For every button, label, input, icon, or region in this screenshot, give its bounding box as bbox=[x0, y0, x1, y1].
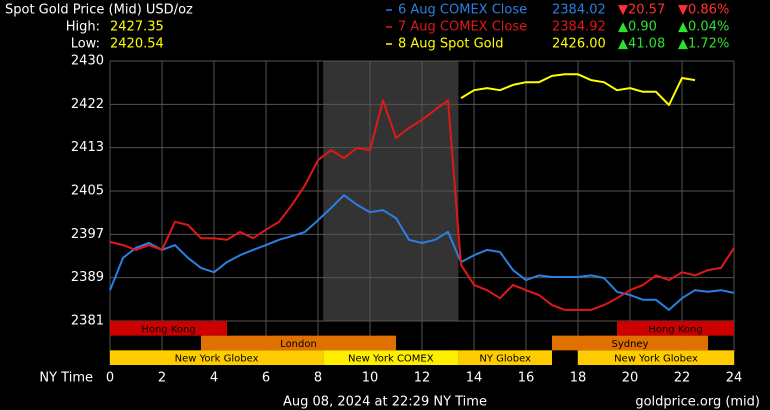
session-label: New York Globex bbox=[175, 354, 259, 365]
y-tick-label: 2389 bbox=[71, 270, 104, 285]
legend-change-pct: ▲1.72% bbox=[678, 37, 729, 52]
y-tick-label: 2413 bbox=[71, 140, 104, 155]
legend-close: 2384.02 bbox=[552, 3, 606, 18]
x-tick-label: 24 bbox=[726, 371, 743, 386]
session-bar bbox=[110, 350, 324, 365]
x-tick-label: 8 bbox=[314, 371, 322, 386]
session-label: Sydney bbox=[611, 339, 648, 350]
legend-label: 6 Aug COMEX Close bbox=[398, 3, 527, 18]
low-value: 2420.54 bbox=[110, 37, 164, 52]
legend-close: 2384.92 bbox=[552, 20, 606, 35]
y-tick-label: 2397 bbox=[71, 227, 104, 242]
session-label: NY Globex bbox=[479, 354, 531, 365]
legend-change: ▲0.90 bbox=[618, 20, 657, 35]
x-tick-label: 18 bbox=[570, 371, 587, 386]
session-label: New York Globex bbox=[614, 354, 698, 365]
series-line bbox=[460, 73, 696, 106]
session-bar bbox=[110, 321, 227, 336]
session-label: Hong Kong bbox=[648, 324, 702, 335]
session-label: Hong Kong bbox=[141, 324, 195, 335]
y-tick-label: 2405 bbox=[71, 184, 104, 199]
x-tick-label: 10 bbox=[362, 371, 379, 386]
x-tick-label: 16 bbox=[518, 371, 535, 386]
x-tick-label: 20 bbox=[622, 371, 639, 386]
session-bar bbox=[552, 335, 708, 351]
legend-close: 2426.00 bbox=[552, 37, 606, 52]
x-axis-label: NY Time bbox=[39, 371, 93, 386]
x-tick-label: 6 bbox=[262, 371, 270, 386]
y-tick-label: 2381 bbox=[71, 314, 104, 329]
legend-change: ▼20.57 bbox=[618, 3, 665, 18]
low-label: Low: bbox=[71, 37, 100, 52]
x-tick-label: 4 bbox=[210, 371, 218, 386]
series-line bbox=[109, 194, 735, 311]
x-tick-label: 2 bbox=[158, 371, 166, 386]
session-label: New York COMEX bbox=[348, 354, 434, 365]
series-line bbox=[109, 99, 735, 311]
session-bar bbox=[578, 350, 734, 365]
high-label: High: bbox=[66, 20, 100, 35]
chart-title: Spot Gold Price (Mid) USD/oz bbox=[5, 3, 193, 18]
y-tick-label: 2430 bbox=[71, 54, 104, 69]
session-bar bbox=[458, 350, 552, 365]
session-bar bbox=[323, 350, 459, 365]
legend-label: 8 Aug Spot Gold bbox=[398, 37, 504, 52]
footer-date: Aug 08, 2024 at 22:29 NY Time bbox=[283, 395, 487, 410]
x-tick-label: 0 bbox=[106, 371, 114, 386]
legend-change-pct: ▼0.86% bbox=[678, 3, 729, 18]
session-bar bbox=[201, 335, 396, 351]
x-tick-label: 22 bbox=[674, 371, 691, 386]
footer-source: goldprice.org (mid) bbox=[635, 395, 760, 410]
legend-change: ▲41.08 bbox=[618, 37, 665, 52]
session-bar bbox=[617, 321, 734, 336]
y-tick-label: 2422 bbox=[71, 97, 104, 112]
x-tick-label: 12 bbox=[414, 371, 431, 386]
legend-label: 7 Aug COMEX Close bbox=[398, 20, 527, 35]
session-label: London bbox=[280, 339, 317, 350]
legend-change-pct: ▲0.04% bbox=[678, 20, 729, 35]
high-value: 2427.35 bbox=[110, 20, 164, 35]
x-tick-label: 14 bbox=[466, 371, 483, 386]
